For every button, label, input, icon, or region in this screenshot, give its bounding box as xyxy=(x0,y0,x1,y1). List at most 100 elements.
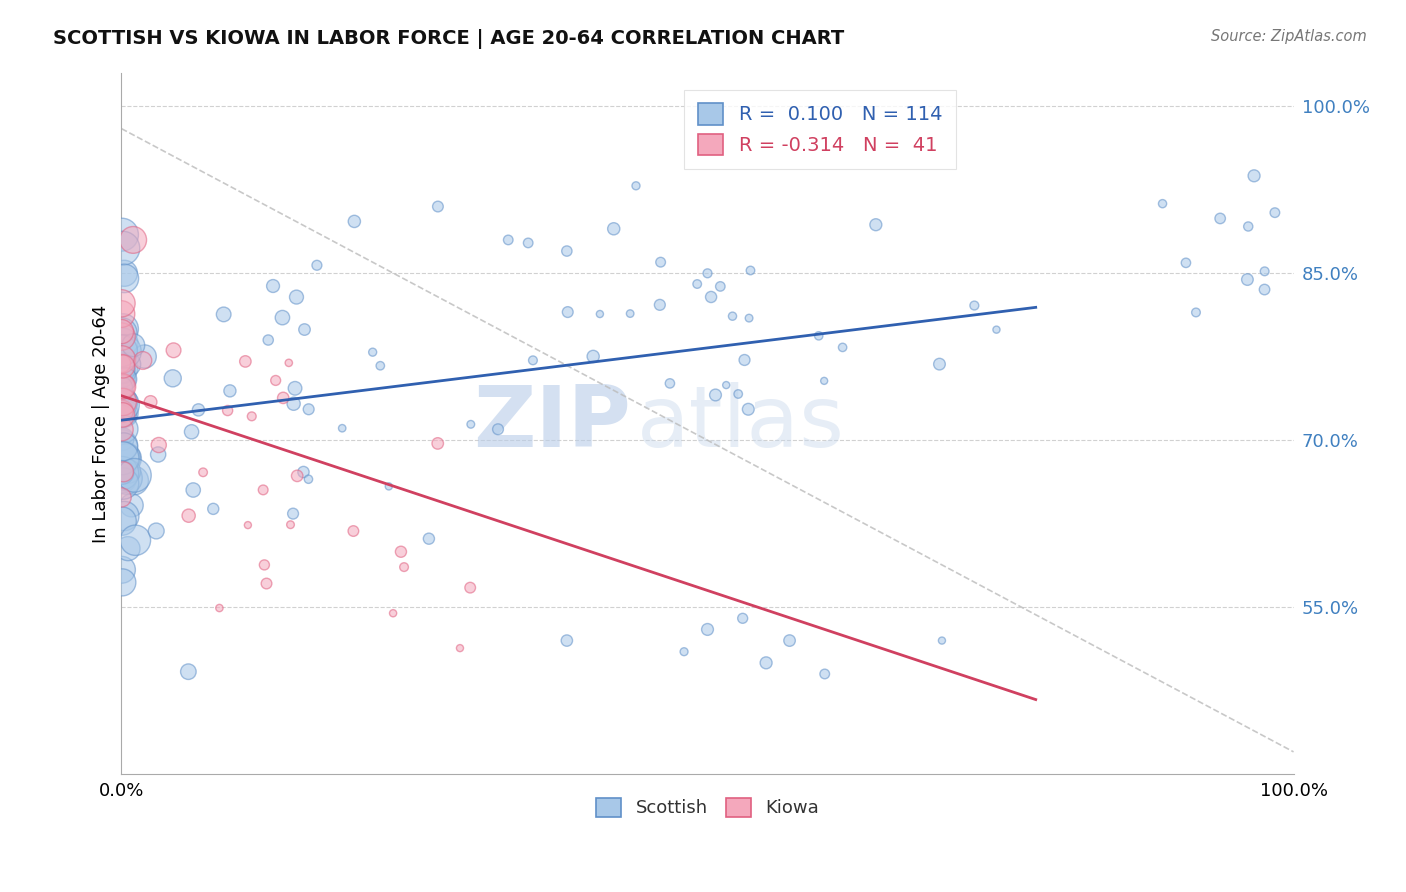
Text: ZIP: ZIP xyxy=(474,382,631,465)
Point xyxy=(737,402,759,417)
Point xyxy=(118,465,141,479)
Point xyxy=(110,356,132,370)
Point xyxy=(177,508,200,523)
Point xyxy=(110,307,132,321)
Point xyxy=(114,450,136,465)
Point xyxy=(557,305,579,319)
Point xyxy=(696,266,718,280)
Point xyxy=(285,468,308,483)
Point xyxy=(110,325,132,339)
Point xyxy=(162,371,184,385)
Point xyxy=(292,465,315,479)
Point xyxy=(112,509,135,524)
Point xyxy=(716,378,738,392)
Point xyxy=(305,258,328,272)
Text: SCOTTISH VS KIOWA IN LABOR FORCE | AGE 20-64 CORRELATION CHART: SCOTTISH VS KIOWA IN LABOR FORCE | AGE 2… xyxy=(53,29,845,48)
Point xyxy=(650,255,672,269)
Point xyxy=(283,397,305,411)
Point xyxy=(111,563,134,577)
Point xyxy=(112,465,135,479)
Point xyxy=(807,328,830,343)
Point xyxy=(110,491,132,505)
Point xyxy=(361,345,384,359)
Point xyxy=(418,532,440,546)
Point xyxy=(111,396,134,410)
Point xyxy=(814,667,837,681)
Point xyxy=(426,200,449,214)
Point xyxy=(624,178,647,193)
Point xyxy=(252,483,274,497)
Point xyxy=(240,409,263,424)
Point xyxy=(460,417,482,432)
Point xyxy=(114,372,136,386)
Point xyxy=(111,395,134,409)
Point xyxy=(280,517,302,532)
Point xyxy=(122,233,145,247)
Point xyxy=(1237,219,1260,234)
Point xyxy=(1185,305,1208,319)
Point xyxy=(392,560,415,574)
Point xyxy=(257,333,280,347)
Point xyxy=(110,381,132,395)
Point xyxy=(111,394,134,409)
Point xyxy=(208,601,231,615)
Point xyxy=(139,395,162,409)
Point xyxy=(496,233,519,247)
Point xyxy=(111,451,134,466)
Point xyxy=(111,336,134,351)
Point xyxy=(117,541,139,556)
Point xyxy=(122,338,145,352)
Point xyxy=(1253,264,1275,278)
Point xyxy=(330,421,353,435)
Point xyxy=(1209,211,1232,226)
Point xyxy=(253,558,276,572)
Point xyxy=(262,279,284,293)
Point xyxy=(236,518,259,533)
Point xyxy=(118,357,141,371)
Point xyxy=(1152,196,1174,211)
Point xyxy=(517,235,540,250)
Point xyxy=(277,356,299,370)
Point xyxy=(112,422,135,436)
Point xyxy=(217,403,239,417)
Point xyxy=(298,402,321,417)
Point xyxy=(382,606,405,620)
Point xyxy=(202,501,225,516)
Point xyxy=(110,329,132,343)
Point xyxy=(1236,272,1258,286)
Point xyxy=(779,633,801,648)
Point xyxy=(619,307,641,321)
Point xyxy=(148,438,170,452)
Point xyxy=(865,218,887,232)
Point xyxy=(111,466,134,480)
Point xyxy=(986,323,1008,337)
Point xyxy=(111,227,134,242)
Point xyxy=(831,340,853,354)
Text: atlas: atlas xyxy=(637,382,845,465)
Point xyxy=(112,398,135,412)
Point xyxy=(212,307,235,321)
Point xyxy=(522,353,544,368)
Point xyxy=(458,581,481,595)
Point xyxy=(111,438,134,452)
Point xyxy=(603,221,626,235)
Point xyxy=(115,451,138,466)
Point xyxy=(110,470,132,484)
Point xyxy=(114,408,136,422)
Point xyxy=(111,241,134,255)
Point xyxy=(111,408,134,422)
Point xyxy=(1264,205,1286,219)
Point xyxy=(219,384,242,398)
Point xyxy=(673,645,696,659)
Point xyxy=(284,381,307,395)
Point xyxy=(111,326,134,340)
Point xyxy=(124,533,146,548)
Point xyxy=(271,310,294,325)
Point xyxy=(110,379,132,393)
Point xyxy=(378,479,401,493)
Point xyxy=(111,514,134,528)
Point xyxy=(111,466,134,480)
Point xyxy=(755,656,778,670)
Point xyxy=(111,404,134,418)
Point xyxy=(112,476,135,491)
